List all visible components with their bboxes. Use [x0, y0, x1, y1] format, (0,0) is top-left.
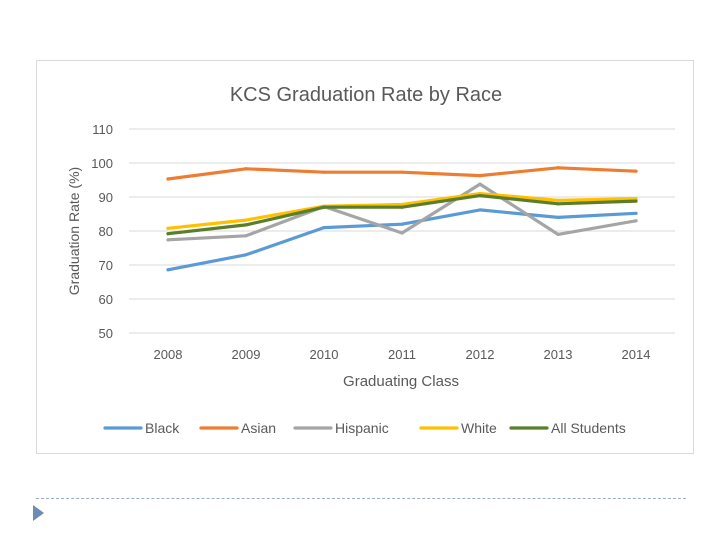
y-tick-label: 70 — [99, 258, 113, 273]
legend-label: Hispanic — [335, 420, 389, 436]
legend-item: Asian — [199, 420, 276, 436]
data-point — [634, 197, 638, 201]
legend-item: Black — [103, 420, 180, 436]
data-point — [166, 177, 170, 181]
data-point — [556, 198, 560, 202]
line-chart: KCS Graduation Rate by Race 50 60 70 80 90 10… — [66, 84, 675, 436]
data-point — [478, 173, 482, 178]
data-point — [400, 222, 404, 226]
x-tick-label: 2013 — [544, 347, 573, 362]
legend-label: Asian — [241, 420, 276, 436]
data-point — [244, 218, 248, 222]
data-point — [244, 223, 248, 227]
data-point — [556, 215, 560, 219]
x-tick-label: 2008 — [154, 347, 183, 362]
data-point — [634, 169, 638, 173]
y-tick-label: 90 — [99, 190, 113, 205]
data-point — [556, 202, 560, 206]
data-point — [478, 208, 482, 212]
y-tick-label: 110 — [92, 122, 113, 137]
data-point — [634, 219, 638, 223]
legend-item: Hispanic — [293, 420, 389, 436]
y-axis-ticks: 50 60 70 80 90 100 110 — [91, 122, 113, 341]
data-point — [244, 253, 248, 257]
data-point — [400, 170, 404, 174]
legend-label: White — [461, 420, 497, 436]
chart-frame: KCS Graduation Rate by Race 50 60 70 80 90 10… — [36, 60, 694, 454]
data-point — [478, 182, 482, 186]
x-tick-label: 2011 — [388, 347, 416, 362]
data-point — [478, 194, 482, 198]
data-point — [322, 205, 326, 209]
data-point — [400, 205, 404, 209]
legend-item: White — [419, 420, 497, 436]
data-point — [556, 166, 560, 170]
y-tick-label: 80 — [99, 224, 113, 239]
gridlines — [129, 128, 675, 334]
data-point — [322, 170, 326, 174]
data-point — [634, 199, 638, 203]
data-point — [400, 231, 404, 235]
y-tick-label: 50 — [99, 326, 113, 341]
data-point — [556, 232, 560, 236]
legend-label: All Students — [551, 420, 626, 436]
legend-item: All Students — [509, 420, 626, 436]
chart-title: KCS Graduation Rate by Race — [230, 84, 502, 106]
x-tick-label: 2012 — [466, 347, 495, 362]
data-point — [166, 268, 170, 272]
data-point — [166, 232, 170, 236]
legend-label: Black — [145, 420, 180, 436]
x-tick-label: 2010 — [310, 347, 339, 362]
slide-bullet-icon — [33, 505, 44, 521]
series-line-black — [166, 208, 638, 272]
x-axis-label: Graduating Class — [343, 373, 459, 390]
series-lines — [166, 166, 638, 272]
y-tick-label: 60 — [99, 292, 113, 307]
data-point — [166, 226, 170, 230]
x-axis-ticks: 2008 2009 2010 2011 2012 2013 2014 — [154, 347, 651, 362]
slide-divider — [36, 498, 686, 499]
y-axis-label: Graduation Rate (%) — [66, 167, 82, 295]
y-tick-label: 100 — [91, 156, 113, 171]
legend: Black Asian Hispanic White All Students — [103, 420, 626, 436]
x-tick-label: 2009 — [232, 347, 261, 362]
data-point — [244, 167, 248, 171]
data-point — [166, 238, 170, 242]
x-tick-label: 2014 — [622, 347, 651, 362]
data-point — [322, 226, 326, 230]
data-point — [244, 234, 248, 238]
data-point — [400, 202, 404, 207]
data-point — [634, 211, 638, 215]
